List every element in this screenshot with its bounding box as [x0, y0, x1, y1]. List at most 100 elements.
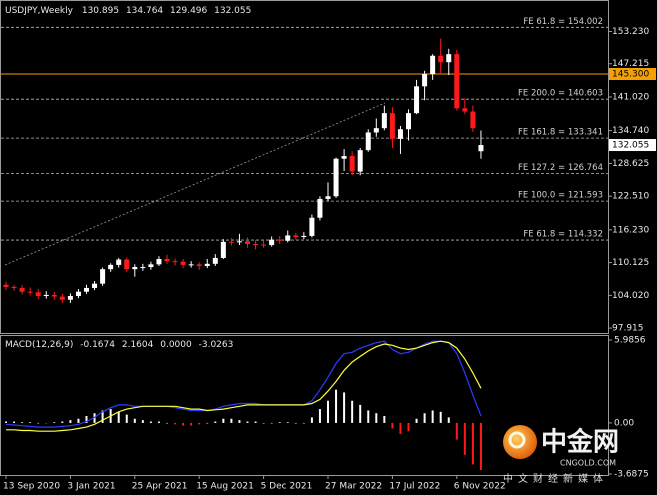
- y-tick-label: 97.915: [612, 324, 644, 334]
- macd-line: [5, 340, 482, 428]
- price-marker-box: [609, 139, 656, 152]
- histogram-bar: [198, 422, 201, 425]
- fe-level-label: FE 61.8 = 154.002: [523, 17, 603, 27]
- histogram-bar: [214, 421, 217, 423]
- histogram-bar: [310, 417, 313, 423]
- y-tick-label: 0.00: [614, 418, 634, 428]
- candle-body: [454, 54, 460, 109]
- histogram-bar: [77, 418, 80, 423]
- fe-level-label: FE 200.0 = 140.603: [518, 89, 603, 99]
- macd-value: 0.0000: [160, 340, 192, 350]
- histogram-bar: [254, 421, 257, 423]
- candle-body: [317, 198, 323, 218]
- histogram-bar: [157, 421, 160, 423]
- candle-body: [75, 291, 81, 296]
- candle-body: [446, 54, 452, 63]
- candle-body: [92, 283, 98, 288]
- x-tick-label: 3 Jan 2021: [67, 482, 115, 492]
- histogram-bar: [45, 422, 48, 424]
- histogram-bar: [149, 421, 152, 423]
- fe-level-label: FE 61.8 = 114.332: [523, 230, 603, 240]
- histogram-bar: [174, 422, 177, 425]
- fe-level-label: FE 161.8 = 133.341: [518, 128, 603, 138]
- candle-body: [357, 150, 363, 172]
- x-tick-label: 6 Nov 2022: [454, 482, 506, 492]
- logo-name: 中金网: [541, 427, 619, 458]
- candle-body: [132, 267, 138, 270]
- candle-body: [389, 113, 395, 139]
- header-low: 129.496: [170, 6, 207, 16]
- histogram-bar: [399, 422, 402, 434]
- histogram-bar: [246, 421, 249, 423]
- candle-body: [124, 259, 130, 270]
- candle-body: [156, 259, 162, 265]
- histogram-bar: [61, 421, 64, 423]
- y-tick-label: 104.020: [612, 291, 649, 301]
- fe-level-label: FE 100.0 = 121.593: [518, 191, 603, 201]
- y-tick-label: 134.740: [612, 126, 649, 136]
- symbol: USDJPY,Weekly: [5, 6, 74, 16]
- histogram-bar: [447, 417, 450, 423]
- header-close: 132.055: [214, 6, 251, 16]
- y-tick-label: 110.125: [612, 258, 649, 268]
- candle-body: [51, 294, 57, 297]
- histogram-bar: [423, 413, 426, 423]
- candle-body: [438, 55, 444, 63]
- histogram-bar: [431, 410, 434, 423]
- price-header: USDJPY,Weekly 130.895 134.764 129.496 13…: [5, 6, 251, 16]
- candle-body: [333, 158, 339, 197]
- histogram-bar: [230, 418, 233, 423]
- histogram-bar: [69, 420, 72, 423]
- candle-body: [269, 239, 275, 246]
- candle-body: [140, 267, 146, 269]
- logo-domain: CNGOLD.COM: [560, 459, 616, 468]
- histogram-bar: [343, 392, 346, 423]
- candle-body: [228, 241, 234, 243]
- y-tick-label: 153.230: [612, 27, 649, 37]
- candle-body: [11, 286, 17, 288]
- candle-body: [381, 113, 387, 129]
- candle-body: [285, 235, 291, 241]
- candle-body: [188, 264, 194, 266]
- candle-body: [301, 235, 307, 238]
- y-tick-label: 116.230: [612, 225, 649, 235]
- histogram-bar: [278, 422, 281, 423]
- candle-body: [59, 296, 65, 300]
- macd-panel-frame: [0, 335, 609, 476]
- histogram-bar: [415, 418, 418, 423]
- histogram-bar: [141, 420, 144, 423]
- candle-body: [84, 287, 89, 292]
- logo-tagline: 中文财经新媒体: [503, 472, 608, 485]
- macd-title: MACD(12,26,9): [5, 340, 73, 350]
- histogram-bar: [166, 422, 168, 424]
- candle-body: [470, 111, 476, 129]
- x-tick-label: 15 Aug 2021: [196, 482, 254, 492]
- candle-body: [220, 241, 226, 258]
- histogram-bar: [85, 415, 88, 423]
- histogram-bar: [471, 422, 474, 465]
- histogram-bar: [351, 400, 354, 423]
- candle-body: [261, 244, 267, 246]
- histogram-bar: [407, 422, 410, 432]
- histogram-bar: [37, 422, 40, 424]
- histogram-bar: [190, 422, 193, 426]
- candle-body: [349, 156, 355, 172]
- histogram-bar: [238, 420, 241, 423]
- histogram-bar: [182, 422, 185, 426]
- histogram-bar: [101, 410, 104, 423]
- candle-body: [430, 55, 436, 74]
- histogram-bar: [133, 418, 136, 423]
- y-tick-label: 147.215: [612, 59, 649, 69]
- candle-body: [236, 241, 242, 243]
- candle-body: [397, 129, 403, 139]
- candle-body: [196, 264, 202, 266]
- histogram-bar: [5, 421, 7, 423]
- candle-body: [164, 259, 170, 262]
- candle-body: [19, 287, 25, 292]
- candle-body: [27, 291, 33, 293]
- candle-body: [293, 235, 299, 238]
- histogram-bar: [21, 422, 24, 423]
- candle-body: [309, 217, 315, 236]
- histogram-bar: [222, 418, 225, 423]
